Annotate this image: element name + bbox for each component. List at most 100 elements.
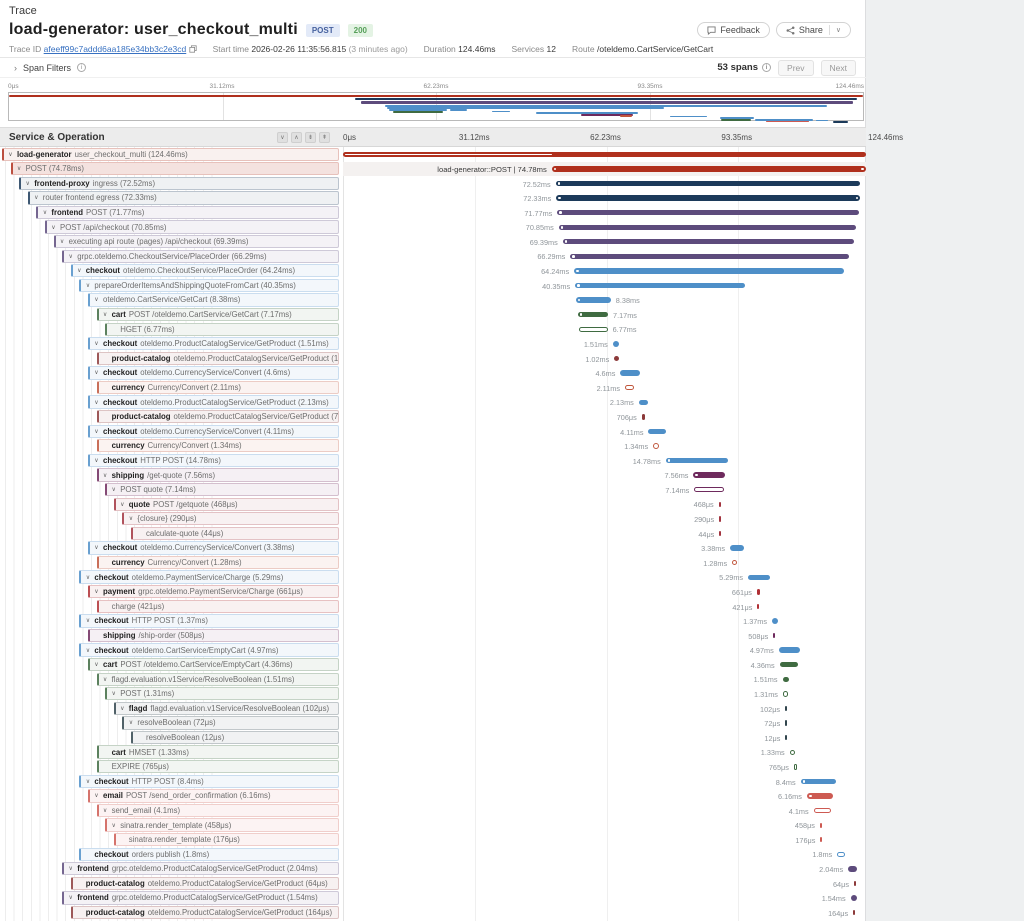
span-bar[interactable] xyxy=(579,326,608,332)
span-bar[interactable] xyxy=(778,647,800,653)
span-bar[interactable] xyxy=(556,195,861,201)
expand-chevron-icon[interactable]: ∨ xyxy=(102,807,108,814)
expand-chevron-icon[interactable]: ∨ xyxy=(51,224,56,231)
span-bar[interactable] xyxy=(719,530,721,537)
span-row[interactable]: 2.04ms ∨ frontend grpc.oteldemo.ProductCata… xyxy=(0,862,866,877)
expand-chevron-icon[interactable]: ∨ xyxy=(8,151,13,158)
span-name[interactable]: currency Currency/Convert (1.34ms) xyxy=(96,439,339,453)
expand-chevron-icon[interactable]: ∨ xyxy=(94,341,99,348)
span-row[interactable]: 706μs product-catalog oteldemo.ProductCata… xyxy=(0,410,866,425)
span-name[interactable]: ∨ shipping/get-quote (7.56ms) xyxy=(96,468,339,482)
trace-minimap[interactable] xyxy=(8,92,864,123)
span-bar[interactable] xyxy=(806,793,833,799)
span-name[interactable]: ∨ POST (1.31ms) xyxy=(105,687,339,701)
expand-chevron-icon[interactable]: ∨ xyxy=(128,516,134,523)
span-name[interactable]: ∨ flagd flagd.evaluation.v1Service/Resolve… xyxy=(113,701,339,716)
span-row[interactable]: 1.37ms ∨ checkout HTTP POST (1.37ms) xyxy=(0,614,866,629)
expand-chevron-icon[interactable]: ∨ xyxy=(77,268,82,275)
span-name[interactable]: EXPIRE (765μs) xyxy=(96,760,339,774)
span-bar[interactable] xyxy=(577,312,609,318)
span-row[interactable]: 64μs product-catalog oteldemo.ProductCatal… xyxy=(0,876,866,891)
span-bar[interactable] xyxy=(653,443,659,449)
span-bar[interactable] xyxy=(820,837,823,843)
span-name[interactable]: ∨ payment grpc.oteldemo.PaymentService/Cha… xyxy=(88,585,339,599)
span-name[interactable]: ∨ router frontend egress (72.33ms) xyxy=(27,191,339,205)
span-bar[interactable] xyxy=(773,632,776,639)
span-row[interactable]: 661μs ∨ payment grpc.oteldemo.PaymentServic… xyxy=(0,585,866,600)
expand-chevron-icon[interactable]: ∨ xyxy=(94,297,99,304)
span-name[interactable]: ∨ sinatra.render_template (458μs) xyxy=(105,818,339,832)
span-bar[interactable] xyxy=(772,618,778,624)
collapse-one-button[interactable]: ∨ xyxy=(277,132,288,143)
span-name[interactable]: ∨ flagd.evaluation.v1Service/ResolveBoole… xyxy=(96,672,339,686)
span-row[interactable]: 458μs ∨ sinatra.render_template (458μs) xyxy=(0,818,866,833)
span-bar[interactable] xyxy=(575,297,611,303)
expand-chevron-icon[interactable]: ∨ xyxy=(94,793,99,800)
span-row[interactable]: 2.11ms currency Currency/Convert (2.11ms) xyxy=(0,380,866,395)
span-name[interactable]: ∨ checkout oteldemo.PaymentService/Charge … xyxy=(79,570,339,584)
expand-chevron-icon[interactable]: ∨ xyxy=(94,662,99,669)
span-name[interactable]: ∨ {closure} (290μs) xyxy=(122,512,339,526)
span-name[interactable]: ∨ cart POST /oteldemo.CartService/EmptyCar… xyxy=(88,657,339,672)
span-name[interactable]: ∨ checkout oteldemo.CartService/EmptyCart … xyxy=(79,643,339,657)
span-bar[interactable] xyxy=(732,559,738,566)
expand-chevron-icon[interactable]: ∨ xyxy=(85,618,91,625)
span-name[interactable]: product-catalog oteldemo.ProductCatalogSe… xyxy=(96,351,339,365)
span-bar[interactable] xyxy=(648,428,666,435)
expand-chevron-icon[interactable]: ∨ xyxy=(85,778,91,785)
span-name[interactable]: ∨ email POST /send_order_confirmation (6.1… xyxy=(88,789,339,803)
span-bar[interactable] xyxy=(574,268,845,274)
span-bar[interactable] xyxy=(853,910,855,916)
span-bar[interactable] xyxy=(665,457,728,464)
span-bar[interactable] xyxy=(719,516,721,522)
share-caret-icon[interactable]: ∨ xyxy=(835,27,841,34)
span-name[interactable]: charge (421μs) xyxy=(96,599,339,613)
span-row[interactable]: 7.17ms ∨ cart POST /oteldemo.CartService/Ge… xyxy=(0,307,866,322)
span-bar[interactable] xyxy=(757,603,760,610)
expand-chevron-icon[interactable]: ∨ xyxy=(94,589,99,596)
span-filters-toggle[interactable]: › Span Filters i xyxy=(14,63,87,73)
span-bar[interactable] xyxy=(813,807,831,814)
span-bar[interactable] xyxy=(850,895,858,901)
span-name[interactable]: ∨ checkout oteldemo.CheckoutService/PlaceO… xyxy=(70,264,339,278)
span-row[interactable]: 4.36ms ∨ cart POST /oteldemo.CartService/Em… xyxy=(0,657,866,672)
span-row[interactable]: 1.02ms product-catalog oteldemo.ProductCat… xyxy=(0,351,866,366)
expand-chevron-icon[interactable]: ∨ xyxy=(128,720,134,727)
span-name[interactable]: calculate-quote (44μs) xyxy=(131,526,339,540)
expand-chevron-icon[interactable]: ∨ xyxy=(102,472,108,479)
span-row[interactable]: 72.33ms ∨ router frontend egress (72.33ms) xyxy=(0,191,866,206)
span-name[interactable]: sinatra.render_template (176μs) xyxy=(113,832,339,847)
span-row[interactable]: 164μs product-catalog oteldemo.ProductCata… xyxy=(0,905,866,920)
span-bar[interactable] xyxy=(800,778,836,785)
span-row[interactable]: ∨ load-generator user_checkout_multi (124.… xyxy=(0,147,866,162)
span-name[interactable]: product-catalog oteldemo.ProductCatalogSe… xyxy=(96,410,339,424)
span-row[interactable]: 765μs EXPIRE (765μs) xyxy=(0,760,866,775)
span-row[interactable]: 44μs calculate-quote (44μs) xyxy=(0,526,866,541)
span-name[interactable]: resolveBoolean (12μs) xyxy=(131,730,339,745)
span-name[interactable]: currency Currency/Convert (2.11ms) xyxy=(96,380,339,395)
span-name[interactable]: product-catalog oteldemo.ProductCatalogSe… xyxy=(70,876,339,891)
span-row[interactable]: 102μs ∨ flagd flagd.evaluation.v1Service/Re… xyxy=(0,701,866,716)
expand-chevron-icon[interactable]: ∨ xyxy=(68,866,73,873)
span-name[interactable]: checkout orders publish (1.8ms) xyxy=(79,847,339,861)
span-name[interactable]: ∨ checkout HTTP POST (1.37ms) xyxy=(79,614,339,628)
span-name[interactable]: shipping/ship-order (508μs) xyxy=(88,628,339,643)
span-name[interactable]: ∨ quote POST /getquote (468μs) xyxy=(113,497,339,511)
span-bar[interactable] xyxy=(555,180,861,187)
span-row[interactable]: 8.38ms ∨ oteldemo.CartService/GetCart (8.3… xyxy=(0,293,866,308)
span-bar[interactable] xyxy=(789,749,796,755)
span-name[interactable]: ∨ POST /api/checkout (70.85ms) xyxy=(45,220,339,234)
span-row[interactable]: 40.35ms ∨ prepareOrderItemsAndShippingQuot… xyxy=(0,278,866,293)
span-row[interactable]: 6.16ms ∨ email POST /send_order_confirmatio… xyxy=(0,789,866,804)
span-row[interactable]: 176μs sinatra.render_template (176μs) xyxy=(0,832,866,847)
expand-chevron-icon[interactable]: ∨ xyxy=(68,895,73,902)
span-name[interactable]: ∨ cart POST /oteldemo.CartService/GetCart … xyxy=(96,307,339,322)
span-bar[interactable] xyxy=(819,822,822,828)
span-bar[interactable] xyxy=(641,414,645,420)
span-row[interactable]: 468μs ∨ quote POST /getquote (468μs) xyxy=(0,497,866,512)
span-row[interactable]: 66.29ms ∨ grpc.oteldemo.CheckoutService/Pl… xyxy=(0,249,866,264)
span-bar[interactable] xyxy=(718,501,721,508)
span-row[interactable]: 1.28ms currency Currency/Convert (1.28ms) xyxy=(0,555,866,570)
expand-all-button[interactable]: ⇞ xyxy=(319,132,330,143)
expand-chevron-icon[interactable]: ∨ xyxy=(102,312,108,319)
